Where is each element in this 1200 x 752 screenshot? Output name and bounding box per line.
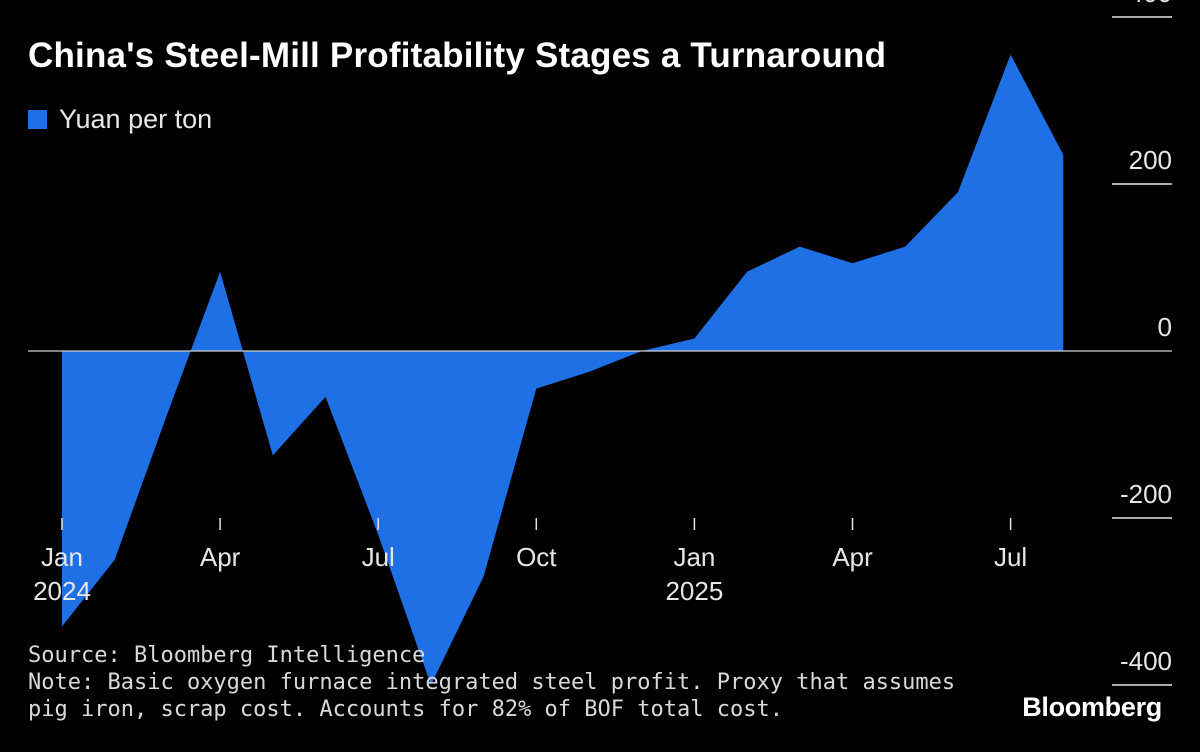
legend-label: Yuan per ton (59, 104, 213, 134)
x-tick-label: Jan (673, 542, 715, 572)
y-tick-label: 400 (1129, 0, 1172, 8)
x-tick-label: Jan (41, 542, 83, 572)
x-tick-label: Jul (362, 542, 395, 572)
x-tick-label: Apr (200, 542, 241, 572)
legend-swatch (28, 110, 47, 129)
x-tick-label: Oct (516, 542, 557, 572)
y-tick-label: 0 (1158, 312, 1172, 342)
x-tick-label: Jul (994, 542, 1027, 572)
y-tick-label: 200 (1129, 145, 1172, 175)
x-tick-label: Apr (832, 542, 873, 572)
y-tick-label: -200 (1120, 479, 1172, 509)
legend: Yuan per ton (28, 104, 212, 135)
x-year-label: 2025 (665, 576, 723, 606)
footer: Source: Bloomberg Intelligence Note: Bas… (28, 642, 958, 723)
x-year-label: 2024 (33, 576, 91, 606)
bloomberg-logo: Bloomberg (1022, 692, 1162, 722)
chart-title: China's Steel-Mill Profitability Stages … (28, 36, 887, 75)
y-tick-label: -400 (1120, 646, 1172, 676)
series-area (62, 54, 1064, 686)
note-text: Note: Basic oxygen furnace integrated st… (28, 670, 969, 722)
source-text: Source: Bloomberg Intelligence (28, 643, 426, 668)
